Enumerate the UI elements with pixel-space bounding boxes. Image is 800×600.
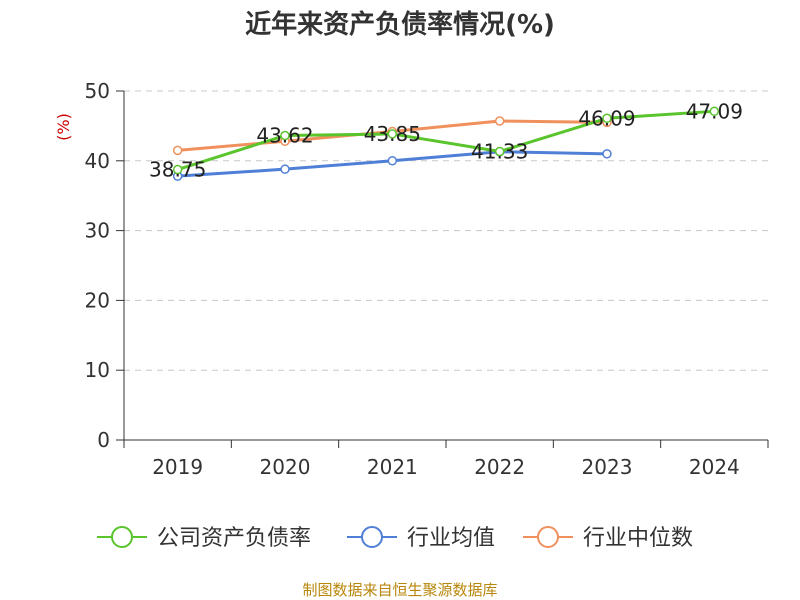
series-line bbox=[177, 109, 715, 171]
y-tick-label: 20 bbox=[85, 288, 110, 312]
data-label: 47.09 bbox=[686, 99, 743, 123]
legend-marker bbox=[537, 526, 559, 548]
data-point bbox=[494, 116, 505, 126]
data-label: 46.09 bbox=[578, 106, 635, 130]
grid-lines bbox=[124, 90, 768, 371]
y-tick-label: 40 bbox=[85, 149, 110, 173]
data-point bbox=[172, 145, 183, 156]
legend-label: 行业均值 bbox=[407, 526, 495, 551]
data-label: 38.75 bbox=[149, 158, 206, 182]
data-point bbox=[280, 130, 290, 141]
line-chart: 0 10 20 30 40 50 2019 2020 2021 2022 2023 2024 (%) 3… bbox=[54, 79, 769, 551]
data-point bbox=[602, 149, 612, 159]
series-lines bbox=[172, 106, 720, 181]
source-note: 制图数据来自恒生聚源数据库 bbox=[302, 581, 498, 599]
data-labels: 38.75 43.62 43.85 41.33 46.09 47.09 bbox=[149, 99, 743, 181]
data-label: 43.62 bbox=[256, 124, 313, 148]
legend-marker bbox=[111, 526, 133, 548]
axes: 0 10 20 30 40 50 2019 2020 2021 2022 2023 2024 (%) bbox=[54, 79, 769, 479]
data-point bbox=[709, 106, 720, 117]
legend: 公司资产负债率 行业均值 行业中位数 bbox=[97, 526, 693, 551]
data-point bbox=[172, 164, 183, 175]
legend-label: 公司资产负债率 bbox=[157, 526, 311, 551]
data-label: 41.33 bbox=[471, 140, 528, 164]
y-tick-label: 0 bbox=[97, 428, 110, 452]
data-point bbox=[387, 129, 398, 139]
y-axis-label: (%) bbox=[54, 113, 73, 141]
y-tick-label: 30 bbox=[85, 219, 110, 243]
x-tick-label: 2021 bbox=[367, 455, 418, 479]
x-tick-label: 2019 bbox=[152, 455, 203, 479]
data-label: 43.85 bbox=[364, 122, 421, 146]
x-tick-label: 2020 bbox=[260, 455, 311, 479]
data-point bbox=[602, 113, 612, 124]
x-tick-label: 2024 bbox=[689, 455, 740, 479]
data-point bbox=[280, 164, 290, 174]
y-tick-label: 10 bbox=[85, 358, 110, 382]
data-point bbox=[494, 146, 505, 157]
data-point bbox=[387, 156, 398, 166]
legend-label: 行业中位数 bbox=[583, 526, 693, 551]
x-tick-label: 2022 bbox=[474, 455, 525, 479]
chart-title: 近年来资产负债率情况(%) bbox=[245, 10, 555, 40]
y-tick-label: 50 bbox=[85, 79, 110, 103]
x-tick-label: 2023 bbox=[582, 455, 633, 479]
legend-marker bbox=[361, 526, 383, 548]
